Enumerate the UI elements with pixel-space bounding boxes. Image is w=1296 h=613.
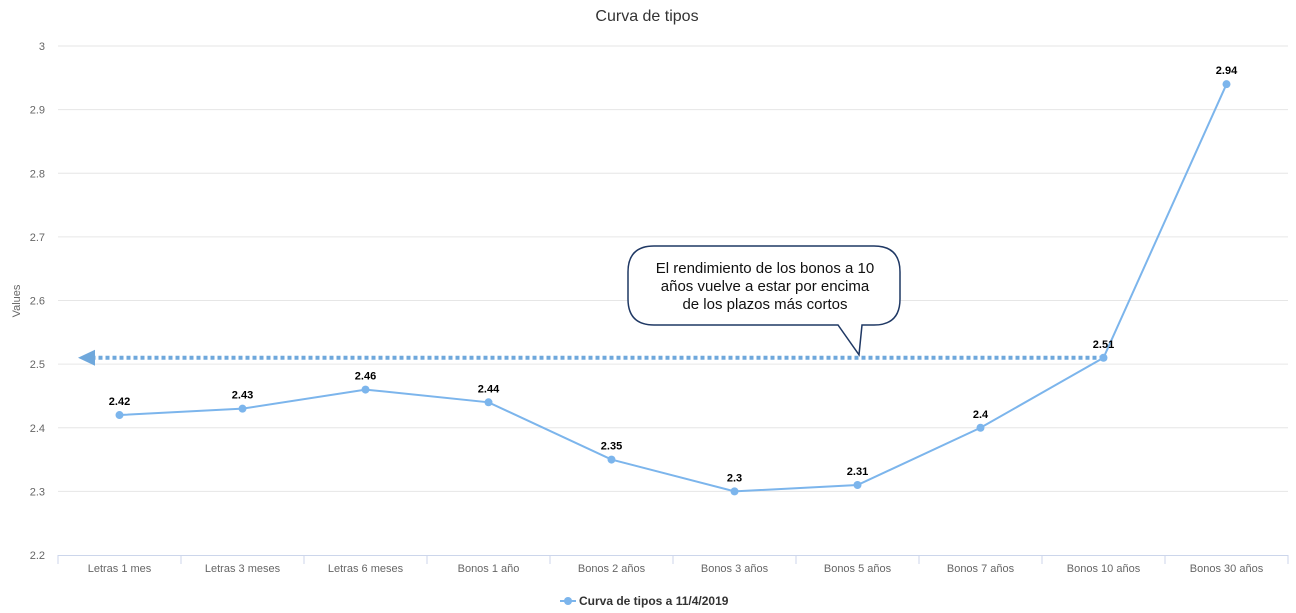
y-tick-label: 2.8	[30, 168, 45, 180]
legend-item[interactable]: Curva de tipos a 11/4/2019	[579, 594, 729, 608]
callout-bubble	[627, 245, 901, 357]
x-tick-label: Letras 3 meses	[205, 563, 281, 575]
data-point[interactable]	[115, 411, 124, 420]
data-label: 2.42	[109, 396, 130, 408]
arrow-head-icon	[78, 349, 95, 366]
data-labels: 2.42 2.43 2.46 2.44 2.35 2.3 2.31 2.4 2.51 2.94	[109, 65, 1238, 484]
y-tick-label: 2.3	[30, 486, 45, 498]
data-point[interactable]	[361, 385, 370, 394]
data-label: 2.35	[601, 441, 622, 453]
x-tick-label: Bonos 10 años	[1067, 563, 1141, 575]
x-tick-label: Bonos 3 años	[701, 563, 769, 575]
data-point[interactable]	[853, 481, 862, 490]
x-tick-label: Letras 6 meses	[328, 563, 404, 575]
data-point[interactable]	[1099, 353, 1108, 362]
x-tick-label: Bonos 30 años	[1190, 563, 1264, 575]
y-axis-title: Values	[11, 284, 23, 317]
data-point[interactable]	[730, 487, 739, 496]
series-line-group	[115, 80, 1231, 496]
data-label: 2.3	[727, 472, 742, 484]
y-axis-ticks: 2.2 2.3 2.4 2.5 2.6 2.7 2.8 2.9 3	[30, 41, 45, 562]
data-point[interactable]	[1222, 80, 1231, 89]
y-tick-label: 2.6	[30, 296, 45, 308]
data-label: 2.46	[355, 371, 376, 383]
x-tick-label: Letras 1 mes	[88, 563, 152, 575]
data-label: 2.94	[1216, 65, 1238, 77]
data-label: 2.44	[478, 383, 500, 395]
callout-text-line: años vuelve a estar por encima	[661, 278, 870, 295]
x-tick-label: Bonos 5 años	[824, 563, 892, 575]
y-tick-label: 3	[39, 41, 45, 53]
data-point[interactable]	[484, 398, 493, 407]
data-point[interactable]	[976, 423, 985, 432]
y-tick-label: 2.7	[30, 232, 45, 244]
grid-lines	[58, 45, 1288, 492]
legend[interactable]: Curva de tipos a 11/4/2019	[560, 594, 729, 608]
data-label: 2.31	[847, 466, 868, 478]
callout-text-line: de los plazos más cortos	[682, 296, 847, 313]
y-tick-label: 2.5	[30, 359, 45, 371]
x-axis: Letras 1 mes Letras 3 meses Letras 6 meses…	[57, 555, 1289, 575]
legend-marker	[564, 597, 572, 605]
y-tick-label: 2.9	[30, 105, 45, 117]
y-tick-label: 2.4	[30, 423, 45, 435]
series-line	[119, 83, 1228, 493]
data-label: 2.4	[973, 409, 989, 421]
callout-text-line: El rendimiento de los bonos a 10	[656, 260, 874, 277]
data-label: 2.51	[1093, 339, 1114, 351]
x-tick-label: Bonos 1 año	[458, 563, 520, 575]
data-point[interactable]	[238, 404, 247, 413]
x-tick-label: Bonos 2 años	[578, 563, 646, 575]
data-point[interactable]	[607, 455, 616, 464]
y-tick-label: 2.2	[30, 550, 45, 562]
x-tick-label: Bonos 7 años	[947, 563, 1015, 575]
data-label: 2.43	[232, 390, 253, 402]
chart-title: Curva de tipos	[595, 8, 698, 25]
